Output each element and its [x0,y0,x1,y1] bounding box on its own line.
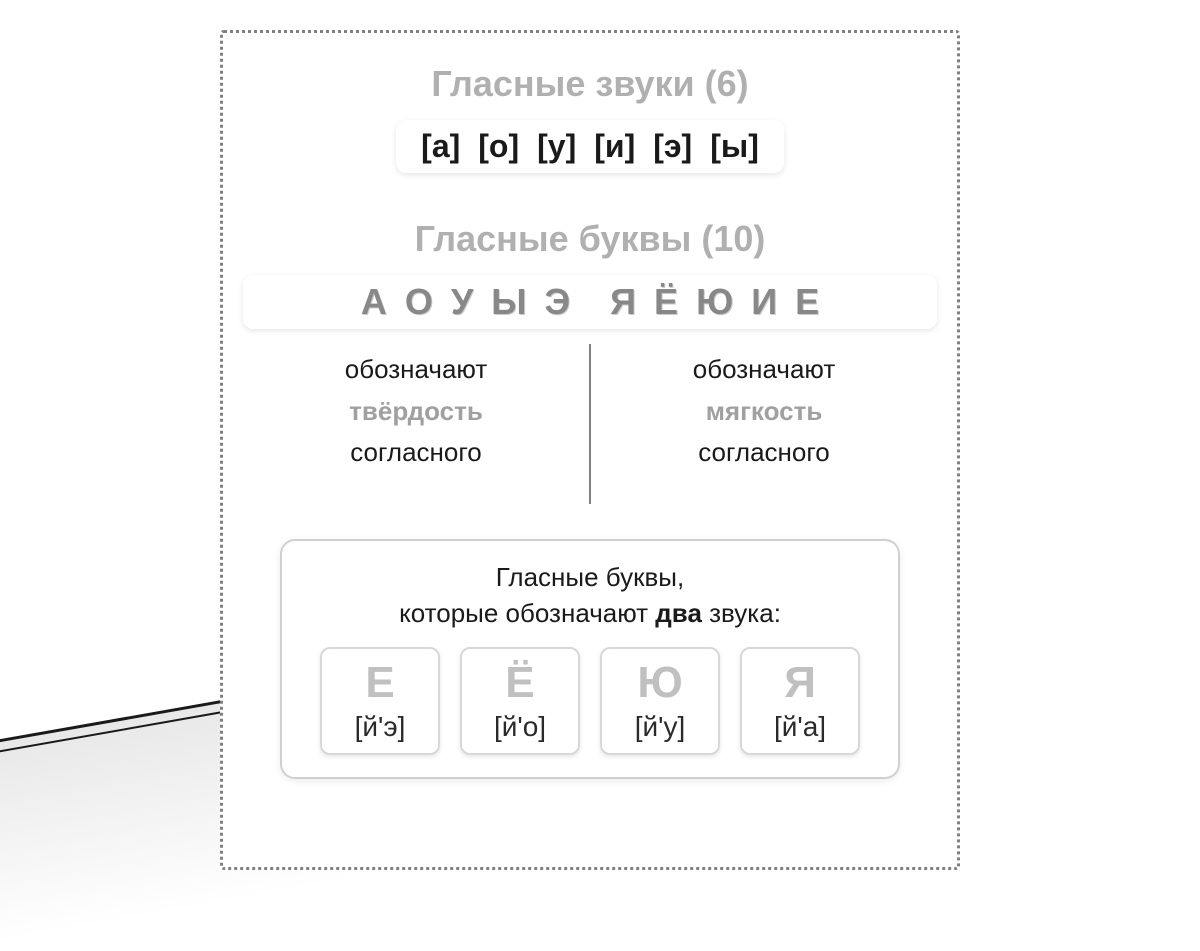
card-sound: [й'о] [494,711,546,743]
desc-line: обозначают [258,349,574,391]
two-sounds-panel: Гласные буквы, которые обозначают два зв… [280,539,900,779]
card-sound: [й'э] [355,711,406,743]
letter-item: Ё [654,281,678,323]
letter-item: А [361,281,387,323]
letter-card: Ю [й'у] [600,647,720,755]
letter-item: Я [610,281,636,323]
card-letter: Я [784,661,816,705]
sound-item: [а] [421,128,460,165]
card-letter: Е [365,661,394,705]
desc-emphasis: мягкость [606,391,922,433]
hard-description: обозначают твёрдость согласного [243,349,589,474]
desc-line: согласного [258,432,574,474]
letter-item: У [451,281,473,323]
title-text: которые обозначают [399,598,655,628]
two-sounds-title: Гласные буквы, которые обозначают два зв… [399,559,781,632]
letter-card: Е [й'э] [320,647,440,755]
card-letter: Ю [637,661,682,705]
card-letter: Ё [505,661,534,705]
letter-cards-row: Е [й'э] Ё [й'о] Ю [й'у] Я [й'а] [320,647,860,755]
letter-card: Я [й'а] [740,647,860,755]
desc-line: согласного [606,432,922,474]
sound-item: [о] [478,128,519,165]
title-text: звука: [702,598,781,628]
desc-emphasis: твёрдость [258,391,574,433]
letter-item: Э [545,281,571,323]
main-panel: Гласные звуки (6) [а] [о] [у] [и] [э] [ы… [220,30,960,870]
letter-item: И [751,281,777,323]
desc-line: обозначают [606,349,922,391]
hard-letters-group: А О У Ы Э [361,281,570,323]
sound-item: [ы] [710,128,759,165]
sounds-row: [а] [о] [у] [и] [э] [ы] [396,120,784,173]
sounds-title: Гласные звуки (6) [431,63,748,105]
letter-item: Ю [696,281,733,323]
sound-item: [э] [653,128,692,165]
letter-item: Е [795,281,819,323]
soft-letters-group: Я Ё Ю И Е [610,281,819,323]
soft-description: обозначают мягкость согласного [591,349,937,474]
descriptions-row: обозначают твёрдость согласного обознача… [243,349,937,504]
title-bold: два [655,598,702,628]
card-sound: [й'а] [774,711,826,743]
title-text: Гласные буквы, [496,562,684,592]
sound-item: [у] [537,128,576,165]
sound-item: [и] [594,128,635,165]
letters-section: Гласные буквы (10) А О У Ы Э Я Ё Ю И Е о… [243,218,937,539]
letter-item: О [405,281,433,323]
letters-title: Гласные буквы (10) [415,218,766,260]
letter-item: Ы [491,281,526,323]
card-sound: [й'у] [635,711,686,743]
letter-card: Ё [й'о] [460,647,580,755]
letters-row: А О У Ы Э Я Ё Ю И Е [243,275,937,329]
